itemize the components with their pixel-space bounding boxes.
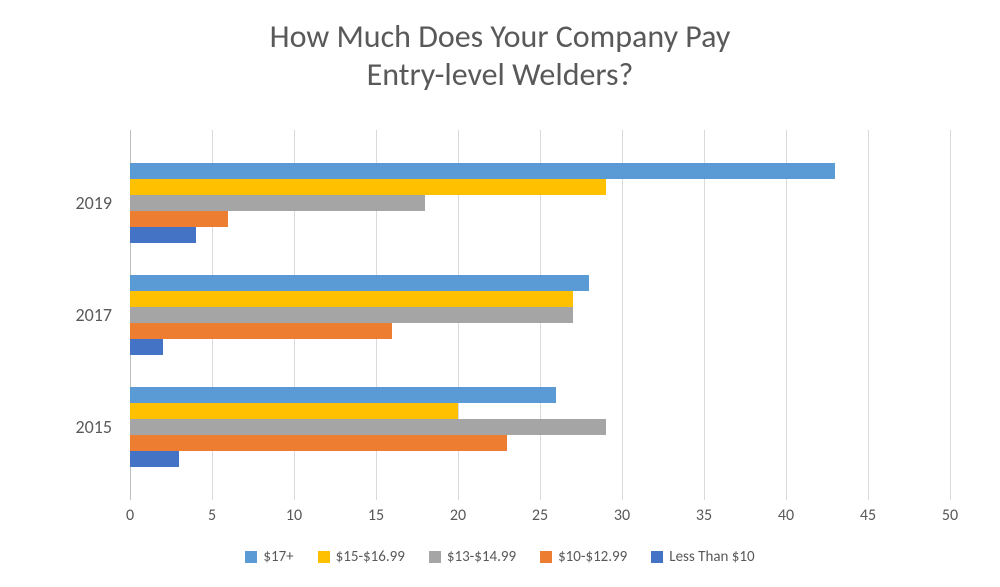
y-category-label: 2017 <box>76 304 113 326</box>
gridline <box>950 130 951 500</box>
x-tick-label: 35 <box>696 506 712 525</box>
x-tick-label: 30 <box>614 506 630 525</box>
x-tick-label: 25 <box>532 506 548 525</box>
x-tick-label: 45 <box>860 506 876 525</box>
legend-swatch <box>540 551 552 563</box>
legend-item: $10-$12.99 <box>540 548 627 566</box>
plot-area: 05101520253035404550 201520172019 <box>130 130 950 500</box>
legend-label: $10-$12.99 <box>558 548 627 566</box>
x-axis-labels: 05101520253035404550 <box>130 506 950 530</box>
y-axis-labels: 2015 2017 2019 <box>60 130 120 500</box>
x-tick-label: 20 <box>450 506 466 525</box>
bar <box>130 435 507 451</box>
bar <box>130 403 458 419</box>
x-tick-label: 40 <box>778 506 794 525</box>
legend-label: $17+ <box>263 548 293 566</box>
legend-swatch <box>318 551 330 563</box>
bar <box>130 227 196 243</box>
legend-label: Less Than $10 <box>669 548 754 566</box>
legend: $17+ $15-$16.99 $13-$14.99 $10-$12.99 Less T… <box>0 548 1000 566</box>
bar <box>130 339 163 355</box>
legend-label: $15-$16.99 <box>336 548 405 566</box>
bar <box>130 275 589 291</box>
y-category-label: 2019 <box>76 192 113 214</box>
bar <box>130 211 228 227</box>
bar <box>130 307 573 323</box>
bars-layer <box>130 130 950 500</box>
bar <box>130 195 425 211</box>
x-tick-label: 10 <box>286 506 302 525</box>
chart-title-line-2: Entry-level Welders? <box>0 56 1000 94</box>
bar <box>130 451 179 467</box>
legend-swatch <box>245 551 257 563</box>
legend-swatch <box>651 551 663 563</box>
bar <box>130 291 573 307</box>
chart-title-line-1: How Much Does Your Company Pay <box>0 18 1000 56</box>
legend-swatch <box>429 551 441 563</box>
bar <box>130 387 556 403</box>
legend-item: $17+ <box>245 548 293 566</box>
x-tick-label: 0 <box>126 506 134 525</box>
legend-label: $13-$14.99 <box>447 548 516 566</box>
bar <box>130 419 606 435</box>
legend-item: $15-$16.99 <box>318 548 405 566</box>
x-tick-label: 15 <box>368 506 384 525</box>
chart-title: How Much Does Your Company Pay Entry-lev… <box>0 18 1000 95</box>
x-tick-label: 50 <box>942 506 958 525</box>
welder-pay-chart: How Much Does Your Company Pay Entry-lev… <box>0 0 1000 587</box>
legend-item: $13-$14.99 <box>429 548 516 566</box>
y-category-label: 2015 <box>76 416 113 438</box>
legend-item: Less Than $10 <box>651 548 754 566</box>
bar <box>130 179 606 195</box>
bar <box>130 163 835 179</box>
x-tick-label: 5 <box>208 506 216 525</box>
bar <box>130 323 392 339</box>
